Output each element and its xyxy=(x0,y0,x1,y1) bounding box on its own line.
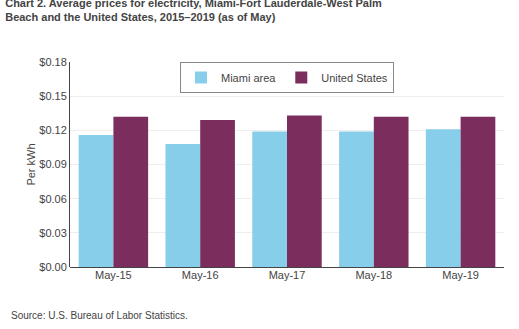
svg-text:May-17: May-17 xyxy=(269,269,306,281)
svg-text:Per kWh: Per kWh xyxy=(25,143,37,185)
svg-text:$0.06: $0.06 xyxy=(39,193,67,205)
svg-text:$0.12: $0.12 xyxy=(39,124,67,136)
svg-text:May-16: May-16 xyxy=(182,269,219,281)
svg-text:$0.18: $0.18 xyxy=(39,56,67,68)
svg-text:Source: U.S. Bureau of Labor S: Source: U.S. Bureau of Labor Statistics. xyxy=(11,310,188,321)
svg-text:Chart 2. Average prices for el: Chart 2. Average prices for electricity,… xyxy=(5,0,382,23)
svg-text:$0.03: $0.03 xyxy=(39,227,67,239)
svg-text:$0.15: $0.15 xyxy=(39,90,67,102)
svg-text:Miami area: Miami area xyxy=(221,72,276,84)
svg-text:$0.00: $0.00 xyxy=(39,261,67,273)
svg-text:United States: United States xyxy=(321,72,388,84)
svg-text:$0.09: $0.09 xyxy=(39,158,67,170)
svg-text:May-15: May-15 xyxy=(95,269,132,281)
svg-text:May-18: May-18 xyxy=(355,269,392,281)
svg-text:May-19: May-19 xyxy=(442,269,479,281)
